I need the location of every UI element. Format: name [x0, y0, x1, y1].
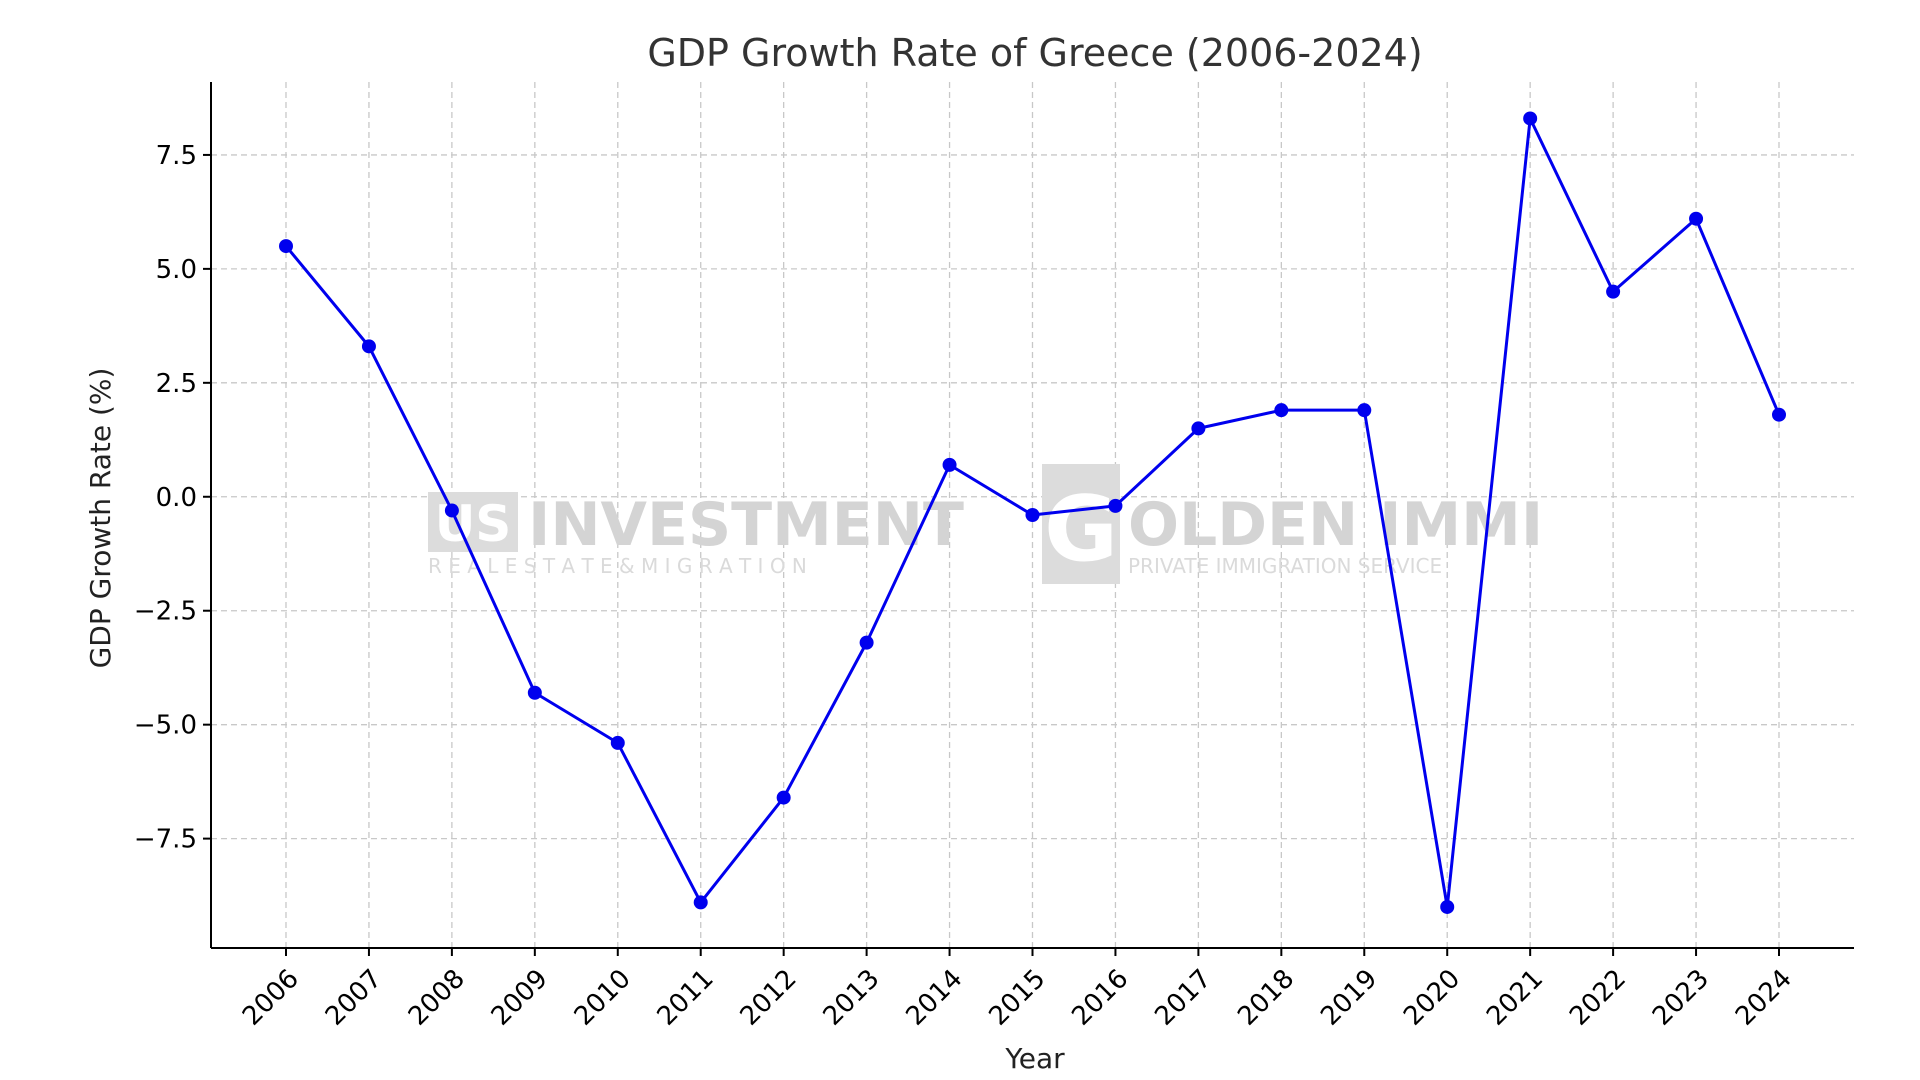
data-point-2017 — [1191, 421, 1206, 436]
data-point-2020 — [1440, 899, 1455, 914]
x-tick-label-2020: 2020 — [1398, 964, 1466, 1032]
data-point-2021 — [1523, 111, 1538, 126]
data-point-2006 — [279, 239, 293, 254]
y-tick-label-5: 5.0 — [156, 255, 197, 285]
x-tick-label-2006: 2006 — [237, 964, 305, 1032]
data-point-2024 — [1772, 407, 1786, 422]
data-point-2015 — [1025, 508, 1040, 522]
watermark-golden-immi: G OLDEN IMMI PRIVATE IMMIGRATION SERVICE — [1042, 464, 1543, 584]
x-tick-label-2024: 2024 — [1730, 964, 1798, 1032]
data-point-2019 — [1357, 403, 1372, 418]
watermark-g-logo: G — [1044, 477, 1118, 582]
watermark-investment-text: INVESTMENT — [528, 490, 964, 560]
watermark-golden-text: OLDEN IMMI — [1128, 490, 1543, 560]
x-tick-label-2011: 2011 — [652, 964, 720, 1032]
x-tick-label-2014: 2014 — [901, 964, 969, 1032]
y-tick-label-1: −5.0 — [134, 711, 197, 741]
series-gdp-growth — [279, 111, 1786, 914]
watermark-us-logo-box — [428, 492, 518, 552]
x-tick-label-2012: 2012 — [735, 964, 803, 1032]
x-tick-label-2019: 2019 — [1315, 964, 1383, 1032]
y-tick-label-6: 7.5 — [156, 141, 197, 171]
data-point-2013 — [859, 635, 874, 650]
x-tick-label-2018: 2018 — [1232, 964, 1300, 1032]
x-tick-label-2015: 2015 — [983, 964, 1051, 1032]
x-axis-title: Year — [1004, 1042, 1065, 1075]
x-tick-label-2017: 2017 — [1149, 964, 1217, 1032]
data-point-2008 — [444, 503, 459, 518]
y-tick-label-0: −7.5 — [134, 825, 197, 855]
data-point-2009 — [527, 685, 542, 700]
x-tick-label-2023: 2023 — [1647, 964, 1715, 1032]
watermark-investment-sub: R E A L E S T A T E & M I G R A T I O N — [428, 554, 807, 578]
chart-title: GDP Growth Rate of Greece (2006-2024) — [647, 31, 1422, 75]
y-axis-title: GDP Growth Rate (%) — [84, 368, 117, 669]
x-tick-label-2022: 2022 — [1564, 964, 1632, 1032]
watermark-g-logo-box — [1042, 464, 1120, 584]
data-point-2023 — [1689, 211, 1704, 226]
x-tick-label-2013: 2013 — [818, 964, 886, 1032]
data-point-2010 — [610, 735, 625, 750]
x-ticks: 2006 2007 2008 2009 2010 2011 2012 2013 2014 2015… — [237, 948, 1798, 1032]
x-tick-label-2010: 2010 — [569, 964, 637, 1032]
data-point-2014 — [942, 457, 957, 472]
data-point-2007 — [361, 339, 376, 354]
x-tick-label-2007: 2007 — [320, 964, 388, 1032]
data-point-2018 — [1274, 403, 1289, 418]
data-point-2016 — [1108, 498, 1123, 513]
watermark-us-investment: US INVESTMENT R E A L E S T A T E & M I … — [428, 490, 964, 578]
data-point-2022 — [1606, 284, 1621, 299]
y-ticks: −7.5 −5.0 −2.5 0.0 2.5 5.0 7.5 — [134, 141, 211, 855]
x-tick-label-2021: 2021 — [1481, 964, 1549, 1032]
x-tick-label-2008: 2008 — [403, 964, 471, 1032]
data-point-2011 — [693, 895, 708, 910]
x-tick-label-2009: 2009 — [486, 964, 554, 1032]
grid — [211, 82, 1854, 948]
y-tick-label-3: 0.0 — [156, 483, 197, 513]
x-tick-label-2016: 2016 — [1066, 964, 1134, 1032]
data-point-2012 — [776, 790, 791, 805]
y-tick-label-2: −2.5 — [134, 597, 197, 627]
watermark-golden-sub: PRIVATE IMMIGRATION SERVICE — [1128, 554, 1442, 578]
watermark-us-logo: US — [435, 495, 512, 553]
y-tick-label-4: 2.5 — [156, 369, 197, 399]
